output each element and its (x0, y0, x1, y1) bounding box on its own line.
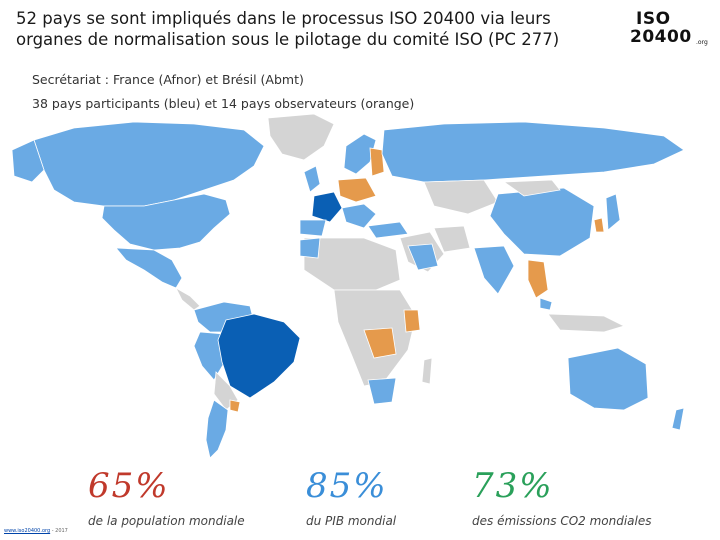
region-central-america (175, 286, 201, 311)
country-se-asia (527, 259, 549, 299)
logo-suffix: .org (696, 39, 708, 46)
country-canada (33, 121, 265, 207)
country-uruguay (229, 399, 241, 413)
country-mongolia (502, 179, 561, 197)
country-greenland (267, 113, 335, 161)
stat-population: 65% de la population mondiale (88, 466, 245, 528)
iso-20400-logo: ISO 20400 .org (628, 10, 712, 50)
country-new-zealand (671, 407, 685, 431)
country-spain (299, 219, 327, 237)
stat-label: du PIB mondial (306, 514, 397, 528)
country-australia (567, 347, 649, 411)
country-argentina (205, 399, 229, 459)
country-russia (381, 121, 685, 183)
stat-emissions: 73% des émissions CO2 mondiales (472, 466, 652, 528)
stat-value: 85% (306, 466, 388, 506)
footer-link[interactable]: www.iso20400.org (4, 528, 51, 534)
country-finland (369, 147, 385, 177)
country-france (311, 191, 343, 223)
footer: www.iso20400.org - 2017 (4, 528, 68, 534)
country-brazil (217, 313, 301, 399)
country-malaysia-singapore (539, 297, 553, 311)
country-indonesia (547, 313, 626, 333)
footer-year: - 2017 (51, 528, 68, 534)
country-morocco (299, 237, 321, 259)
country-germany-central (337, 177, 377, 203)
country-india (473, 245, 515, 295)
country-korea (593, 217, 605, 233)
stat-value: 73% (472, 466, 554, 506)
participants-line: 38 pays participants (bleu) et 14 pays o… (32, 96, 415, 111)
country-saudi-arabia (407, 243, 439, 271)
country-kenya (403, 309, 421, 333)
stat-value: 65% (88, 466, 170, 506)
country-south-africa (367, 377, 397, 405)
stat-label: de la population mondiale (88, 514, 245, 528)
country-italy-balkans (341, 203, 377, 229)
stat-gdp: 85% du PIB mondial (306, 466, 396, 528)
country-usa (101, 193, 231, 251)
stat-label: des émissions CO2 mondiales (472, 514, 652, 528)
secretariat-line: Secrétariat : France (Afnor) et Brésil (… (32, 72, 304, 87)
country-alaska (11, 139, 45, 183)
country-china (489, 187, 595, 257)
country-kazakhstan (423, 179, 499, 215)
country-iran (433, 225, 471, 253)
world-map (4, 110, 696, 460)
page-title: 52 pays se sont impliqués dans le proces… (16, 9, 560, 49)
country-madagascar (421, 357, 433, 385)
country-uk (303, 165, 321, 193)
country-north-africa (303, 237, 401, 291)
country-japan (605, 193, 621, 231)
logo-line-2: 20400 (630, 27, 692, 47)
country-drc (363, 327, 397, 359)
logo-line-1: ISO (636, 9, 671, 29)
country-turkey (367, 221, 409, 239)
country-norway-sweden (343, 133, 377, 175)
